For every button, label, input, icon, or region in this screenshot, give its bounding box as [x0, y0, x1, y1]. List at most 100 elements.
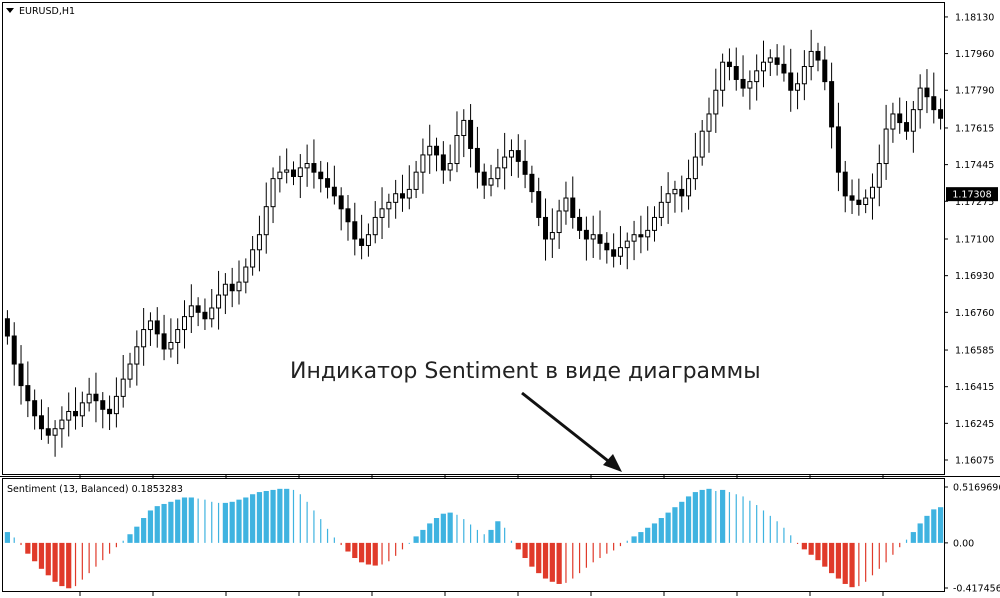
sentiment-bar: [4, 532, 11, 543]
candle: [290, 161, 296, 186]
candle: [256, 215, 262, 272]
candle: [740, 55, 746, 97]
sentiment-bar: [495, 521, 501, 543]
sentiment-bar: [613, 542, 615, 551]
sentiment-bar: [52, 542, 58, 582]
symbol-header[interactable]: EURUSD,H1: [6, 6, 75, 17]
candle: [359, 214, 365, 260]
candle: [182, 300, 188, 349]
sentiment-bar: [685, 496, 692, 543]
sentiment-bar: [277, 488, 283, 543]
current-price-tag: 1.17308: [946, 187, 998, 202]
sentiment-bar: [292, 489, 295, 543]
candle: [100, 392, 106, 429]
candle: [658, 185, 664, 227]
sentiment-bar: [66, 542, 72, 589]
price-tick-label: 1.17960: [955, 49, 994, 60]
price-tick-label: 1.17100: [955, 235, 994, 246]
sentiment-bar: [651, 523, 658, 543]
candle: [733, 47, 739, 91]
candle: [86, 377, 92, 412]
sentiment-bar: [175, 499, 181, 543]
sentiment-bar: [776, 521, 778, 543]
candle: [434, 137, 440, 172]
sentiment-bar: [408, 542, 410, 544]
sentiment-bar: [829, 542, 835, 574]
indicator-tick-label: 0.00: [953, 538, 974, 549]
sentiment-bar: [796, 542, 799, 544]
candle: [481, 163, 487, 199]
sentiment-bar: [333, 537, 335, 543]
sentiment-bar: [469, 524, 472, 543]
sentiment-bar: [556, 542, 562, 584]
sentiment-bar: [463, 519, 465, 543]
sentiment-bar: [931, 509, 937, 543]
sentiment-bar: [801, 542, 807, 550]
candle: [617, 226, 623, 265]
sentiment-bar: [515, 542, 521, 550]
sentiment-bar: [899, 542, 901, 548]
sentiment-bar: [905, 539, 908, 543]
candle: [297, 154, 303, 199]
sentiment-bar: [263, 490, 269, 543]
candle: [706, 97, 712, 153]
candle: [917, 74, 923, 129]
sentiment-histogram: [4, 488, 944, 589]
candle: [222, 273, 228, 315]
candle: [134, 330, 140, 386]
sentiment-bar: [504, 527, 506, 543]
sentiment-bar: [217, 502, 220, 543]
price-tick-label: 1.17445: [955, 160, 994, 171]
sentiment-bar: [476, 529, 479, 543]
candle: [611, 233, 617, 268]
sentiment-bar: [122, 540, 124, 543]
sentiment-bar: [529, 542, 535, 567]
sentiment-bar: [808, 542, 814, 555]
sentiment-bar: [299, 494, 301, 543]
sentiment-bar: [842, 542, 848, 584]
candle: [781, 45, 787, 82]
candle: [468, 104, 474, 168]
sentiment-bar: [204, 499, 206, 543]
candle: [188, 284, 194, 333]
sentiment-bar: [728, 492, 731, 543]
candle: [563, 181, 569, 225]
sentiment-bar: [549, 542, 555, 582]
candle: [549, 208, 555, 258]
sentiment-bar: [340, 542, 342, 546]
sentiment-bar: [134, 526, 140, 543]
sentiment-bar: [181, 497, 188, 543]
candle: [420, 138, 426, 194]
candle: [325, 162, 331, 199]
candle: [345, 195, 351, 241]
candle: [93, 372, 99, 423]
candle: [168, 318, 174, 358]
price-axis: 1.18130 1.17960 1.17790 1.17615 1.17445 1.172…: [944, 12, 994, 466]
annotation-text: Индикатор Sentiment в виде диаграммы: [290, 359, 761, 384]
sentiment-bar: [699, 489, 705, 543]
candle: [52, 420, 58, 457]
candle: [543, 198, 549, 261]
candle: [672, 180, 678, 213]
sentiment-bar: [638, 532, 644, 543]
sentiment-bar: [250, 494, 256, 543]
sentiment-bar: [381, 542, 383, 565]
candle: [747, 70, 753, 110]
candle: [774, 44, 780, 76]
candle: [386, 193, 392, 228]
candle: [829, 62, 835, 149]
time-axis-ticks: [79, 474, 884, 596]
sentiment-bar: [25, 542, 31, 554]
sentiment-bar: [585, 542, 587, 568]
candle: [835, 102, 841, 192]
sentiment-bar: [284, 488, 290, 543]
candle: [679, 175, 685, 213]
sentiment-bar: [197, 498, 199, 543]
candle: [141, 307, 147, 366]
sentiment-bar: [715, 490, 717, 543]
candle: [570, 176, 576, 229]
candle: [795, 72, 801, 110]
dropdown-triangle-icon[interactable]: [6, 8, 14, 13]
candle: [229, 267, 235, 308]
